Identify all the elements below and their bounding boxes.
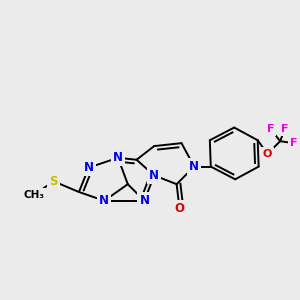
Text: N: N (99, 194, 109, 207)
Text: CH₃: CH₃ (23, 190, 44, 200)
Text: F: F (267, 124, 274, 134)
Text: N: N (149, 169, 159, 182)
Text: N: N (84, 161, 94, 174)
Text: N: N (140, 194, 149, 207)
Text: N: N (113, 151, 123, 164)
Text: O: O (175, 202, 184, 215)
Text: O: O (263, 149, 272, 159)
Text: F: F (281, 124, 289, 134)
Text: N: N (189, 160, 199, 173)
Text: S: S (49, 175, 58, 188)
Text: F: F (290, 138, 298, 148)
